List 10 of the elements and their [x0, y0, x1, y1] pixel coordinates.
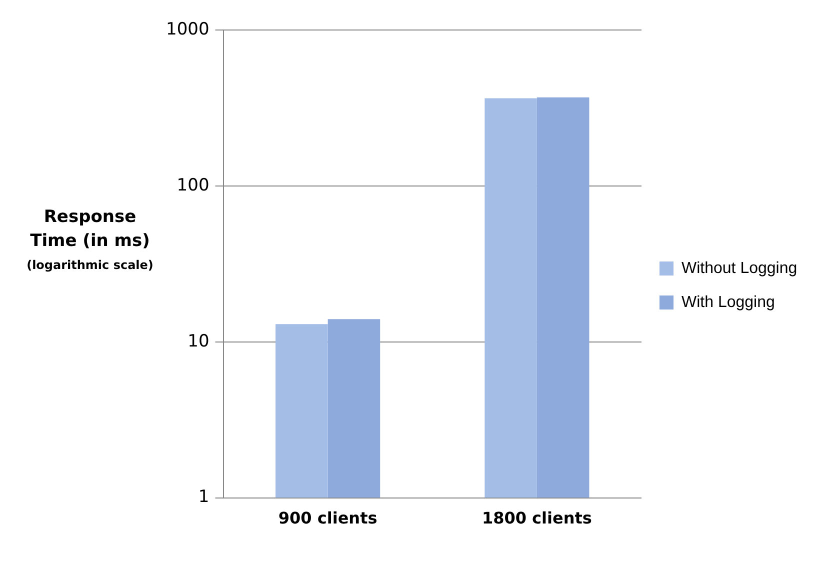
y-tick-label: 1 — [198, 487, 210, 508]
y-tick-label: 100 — [176, 175, 210, 196]
y-axis-title: Response Time (in ms) — [29, 206, 151, 253]
text: (logarithmic scale) — [26, 257, 154, 273]
legend-label: Without Logging — [682, 260, 798, 277]
x-tick-label: 1800 clients — [482, 508, 592, 528]
legend-label: With Logging — [682, 294, 775, 311]
y-tick-label: 10 — [188, 331, 210, 352]
x-tick-label: 900 clients — [278, 508, 378, 528]
y-tick-label: 1000 — [166, 19, 210, 40]
